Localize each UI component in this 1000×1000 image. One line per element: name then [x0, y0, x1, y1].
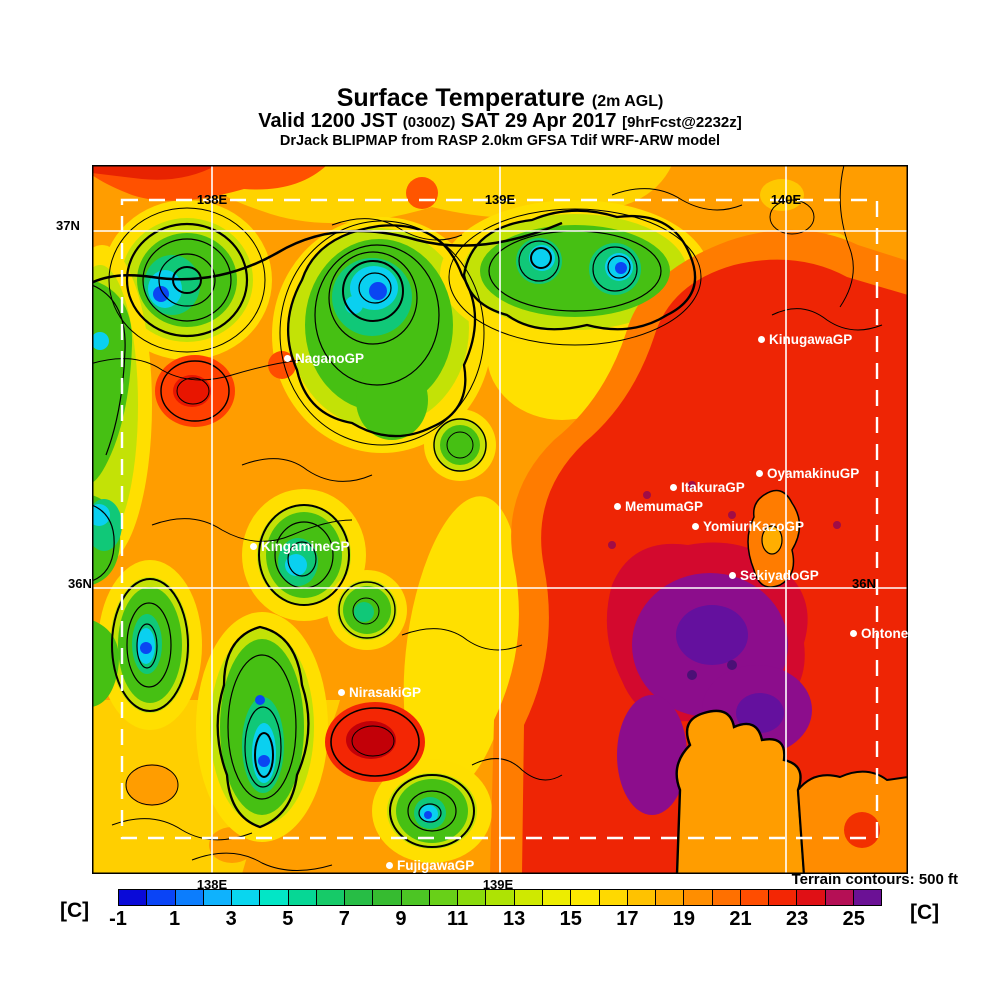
station-label: YomiuriKazoGP	[703, 518, 805, 534]
colorbar-segment	[541, 890, 571, 905]
station-label: NaganoGP	[295, 350, 365, 366]
station-nirasaki: NirasakiGP	[338, 684, 421, 700]
station-label: FujigawaGP	[397, 857, 475, 873]
colorbar-segment	[372, 890, 401, 905]
station-sekiyado: SekiyadoGP	[729, 567, 819, 583]
station-ohtone: Ohtone	[850, 625, 908, 641]
colorbar-segment	[739, 890, 769, 905]
station-dot-icon	[250, 542, 257, 550]
colorbar-tick-label: -1	[109, 908, 127, 930]
colorbar-ticks: -1 1 3 5 7 9 11 13 15 17 19 21 23 25	[109, 908, 882, 936]
grid-label-138e-top: 138E	[196, 192, 228, 207]
colorbar-segment	[655, 890, 684, 905]
station-kingamine: KingamineGP	[250, 538, 350, 554]
colorbar-segment	[202, 890, 232, 905]
colorbar-segment	[485, 890, 514, 905]
page-title: Surface Temperature (2m AGL)	[0, 84, 1000, 113]
colorbar-segment	[768, 890, 797, 905]
grid-label-36n-left: 36N	[68, 576, 92, 591]
colorbar-segment	[598, 890, 627, 905]
colorbar-unit-right: [C]	[910, 901, 940, 924]
colorbar-segment	[852, 890, 882, 905]
station-memuma: MemumaGP	[614, 498, 703, 514]
colorbar-tick-label: 15	[559, 908, 582, 930]
colorbar-segment	[796, 890, 825, 905]
colorbar-segment	[711, 890, 740, 905]
colorbar-tick-label: 7	[338, 908, 350, 930]
terrain-contours-note: Terrain contours: 500 ft	[791, 871, 958, 888]
colorbar-segment	[626, 890, 656, 905]
station-dot-icon	[692, 522, 699, 530]
colorbar-segment	[146, 890, 175, 905]
colorbar-segment	[315, 890, 345, 905]
station-label: MemumaGP	[625, 498, 704, 514]
valid-zulu: (0300Z)	[402, 114, 456, 131]
colorbar-segment	[119, 890, 147, 905]
grid-label-139e-bottom: 139E	[482, 877, 514, 892]
colorbar-tick-label: 25	[842, 908, 865, 930]
colorbar-segment	[231, 890, 260, 905]
colorbar-segment	[259, 890, 288, 905]
station-dot-icon	[670, 483, 677, 491]
valid-line: Valid 1200 JST (0300Z) SAT 29 Apr 2017 […	[0, 110, 1000, 133]
grid-label-140e-top: 140E	[770, 192, 802, 207]
station-dot-icon	[729, 571, 736, 579]
station-label: ItakuraGP	[681, 479, 745, 495]
valid-prefix: Valid 1200 JST	[258, 110, 398, 132]
grid-label-37n-left: 37N	[56, 218, 80, 233]
station-label: KingamineGP	[261, 538, 350, 554]
colorbar-unit-left: [C]	[60, 899, 90, 922]
colorbar-segment	[428, 890, 458, 905]
station-oyamakinu: OyamakinuGP	[756, 465, 859, 481]
colorbar-segment	[174, 890, 203, 905]
grid-label-36n-right: 36N	[852, 576, 876, 591]
valid-date: SAT 29 Apr 2017	[460, 110, 617, 132]
station-dot-icon	[284, 354, 291, 362]
colorbar-tick-label: 5	[282, 908, 294, 930]
station-dot-icon	[338, 688, 345, 696]
station-dot-icon	[614, 502, 621, 510]
colorbar-tick-label: 3	[225, 908, 237, 930]
station-dot-icon	[850, 629, 857, 637]
colorbar-segment	[824, 890, 853, 905]
station-label: Ohtone	[861, 625, 908, 641]
grid-label-138e-bottom: 138E	[196, 877, 228, 892]
model-line: DrJack BLIPMAP from RASP 2.0km GFSA Tdif…	[279, 133, 721, 149]
station-label: KinugawaGP	[769, 331, 853, 347]
station-label: SekiyadoGP	[740, 567, 819, 583]
colorbar-tick-label: 17	[616, 908, 639, 930]
forecast-badge: [9hrFcst@2232z]	[622, 114, 742, 131]
station-dot-icon	[756, 469, 763, 477]
station-dot-icon	[386, 861, 393, 869]
colorbar-tick-label: 11	[446, 908, 469, 930]
colorbar-segment	[513, 890, 542, 905]
title-text: Surface Temperature	[336, 84, 585, 112]
colorbar-tick-label: 23	[785, 908, 809, 930]
station-kinugawa: KinugawaGP	[758, 331, 852, 347]
colorbar-segment	[570, 890, 599, 905]
temperature-map-graphic	[92, 165, 908, 874]
station-nagano: NaganoGP	[284, 350, 364, 366]
colorbar-tick-label: 21	[729, 908, 752, 930]
station-label: NirasakiGP	[349, 684, 422, 700]
colorbar-segment	[344, 890, 373, 905]
colorbar-tick-label: 19	[672, 908, 696, 930]
colorbar-segment	[287, 890, 316, 905]
title-suffix: (2m AGL)	[591, 93, 664, 110]
station-yomiurikazo: YomiuriKazoGP	[692, 518, 804, 534]
grid-label-139e-top: 139E	[484, 192, 516, 207]
temperature-map: 138E 139E 140E 36N NaganoGP KinugawaGP O…	[92, 165, 908, 874]
station-dot-icon	[758, 335, 765, 343]
colorbar	[118, 889, 882, 906]
colorbar-segment	[683, 890, 712, 905]
colorbar-tick-label: 1	[169, 908, 181, 930]
colorbar-segment	[457, 890, 486, 905]
colorbar-segment	[400, 890, 429, 905]
colorbar-tick-label: 13	[503, 908, 526, 930]
station-itakura: ItakuraGP	[670, 479, 745, 495]
colorbar-tick-label: 9	[395, 908, 407, 930]
station-label: OyamakinuGP	[767, 465, 860, 481]
station-fujigawa: FujigawaGP	[386, 857, 474, 873]
